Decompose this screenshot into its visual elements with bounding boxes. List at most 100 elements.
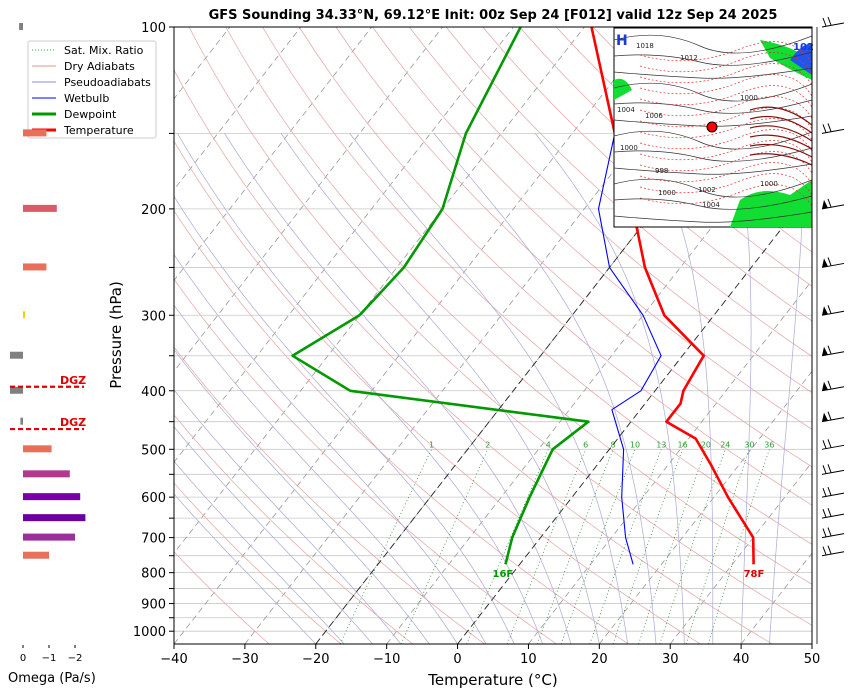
pseudoadiabat-line [174,195,515,644]
wind-barb-shaft [821,22,845,28]
dgz-label: DGZ [60,374,86,387]
reference-isotherm-line [457,188,812,644]
omega-bar [23,129,47,137]
inset-map-isobar [614,178,812,198]
wind-barb-feather [827,545,832,554]
y-axis: 100 200 300 400 500 600 700 800 900 1000 [133,21,174,640]
isotherm-line [669,461,812,644]
wind-barb-pennant [822,346,828,356]
inset-map-isobar [614,147,812,162]
x-axis-label: Temperature (°C) [427,671,557,689]
pseudoadiabat-line [174,349,430,644]
isotherm-line [599,370,812,644]
wind-barb-pennant [822,306,828,316]
wind-barbs [816,16,845,644]
inset-map-thickness-line [639,41,812,64]
inset-map-isobar [614,211,812,223]
inset-map-isobar-label-4: 1000 [620,144,638,152]
pseudoadiabat-line [349,133,629,644]
mixing-ratio-label: 24 [720,440,730,449]
mixing-ratio-line [536,449,614,644]
inset-map-pressure-label: 102 [793,42,814,53]
inset-map-isobar-label-8: 1004 [702,201,720,209]
inset-map-isobar-label-6: 1012 [680,54,698,62]
wind-barb-feather [827,16,832,26]
wind-barb-pennant [822,258,828,268]
y-tick-label: 600 [141,491,166,506]
pseudoadiabat-line [734,133,752,644]
wind-barb-feather [822,124,827,133]
mixing-ratio-line [612,449,683,644]
legend-label-pseudoadiabats: Pseudoadiabats [64,76,151,89]
mixing-ratio-line [638,449,707,644]
x-tick-label: −20 [302,652,329,667]
y-tick-label: 400 [141,385,166,400]
dry-adiabat-line [482,27,812,322]
x-axis: −40 −30 −20 −10 0 10 20 30 40 50 [160,644,820,667]
inset-map-isobar-label-11: 1000 [740,94,758,102]
legend-label-dry-adiabats: Dry Adiabats [64,60,135,73]
y-tick-label: 300 [141,309,166,324]
omega-bar [19,23,23,30]
pseudoadiabat-line [642,133,714,644]
dry-adiabat-line [372,27,812,430]
wind-barb-feather [822,528,827,537]
omega-bar [10,351,23,359]
y-tick-label: 200 [141,203,166,218]
inset-map-contour [749,134,812,150]
y-axis-label: Pressure (hPa) [107,281,125,389]
wind-barb-shaft [821,533,845,539]
wind-barb-pennant [822,381,828,391]
mixing-ratio-line [339,449,432,644]
wind-barb-feather [822,546,827,555]
wind-barb-feather [827,198,832,208]
surface-dewpoint-label: 16F [493,569,514,580]
omega-bar [23,514,86,522]
inset-map-isobar [614,163,812,175]
mixing-ratio-label: 13 [656,440,666,449]
pseudoadiabat-line [224,133,572,644]
pseudoadiabat-line [280,133,600,644]
wind-barb-shaft [821,492,845,498]
inset-map-thickness-line [639,129,812,152]
dry-adiabat-line [335,27,812,468]
isotherm-line [174,27,656,644]
mixing-ratio-line [707,449,770,644]
wind-barb-pennant [822,199,828,209]
y-tick-label: 500 [141,443,166,458]
mixing-ratio-line [685,449,750,644]
wind-barb-feather [827,507,832,517]
series-line-dewpoint [291,27,590,565]
pseudoadiabat-line [174,460,345,644]
dry-adiabat-line [409,27,812,394]
wind-barb-feather [822,17,827,27]
inset-map-green-area [614,78,632,100]
pseudoadiabats [174,133,806,644]
inset-map-thickness-line [639,173,812,196]
mixing-ratio-label: 8 [611,440,616,449]
mixing-ratio-line [400,449,489,644]
x-tick-label: −30 [231,652,258,667]
inset-map-isobar-label-1: 1018 [636,42,654,50]
dry-adiabat-line [298,27,812,506]
legend-label-dewpoint: Dewpoint [64,108,117,121]
plot-frame [173,26,813,645]
inset-map-isobar [614,51,812,66]
mixing-ratio-line [560,449,636,644]
inset-map-isobar-label-7: 1000 [760,180,778,188]
pseudoadiabat-line [769,133,806,644]
inset-map-isobar-label-3: 1006 [645,112,663,120]
inset-map-isobar-label-9: 1002 [698,186,716,194]
y-tick-label: 700 [141,532,166,547]
chart-title: GFS Sounding 34.33°N, 69.12°E Init: 00z … [209,8,778,23]
inset-map-thickness-line [639,52,812,75]
omega-bar [20,417,23,425]
series-line-wetbulb [597,133,662,565]
y-tick-label: 900 [141,598,166,613]
inset-map-thickness-line [639,107,812,130]
dry-adiabat-line [174,551,270,644]
inset-map-thickness-line [639,63,812,86]
inset-map-isobar-label-5: 998 [655,167,668,175]
inset-map-thickness-line [639,151,812,174]
